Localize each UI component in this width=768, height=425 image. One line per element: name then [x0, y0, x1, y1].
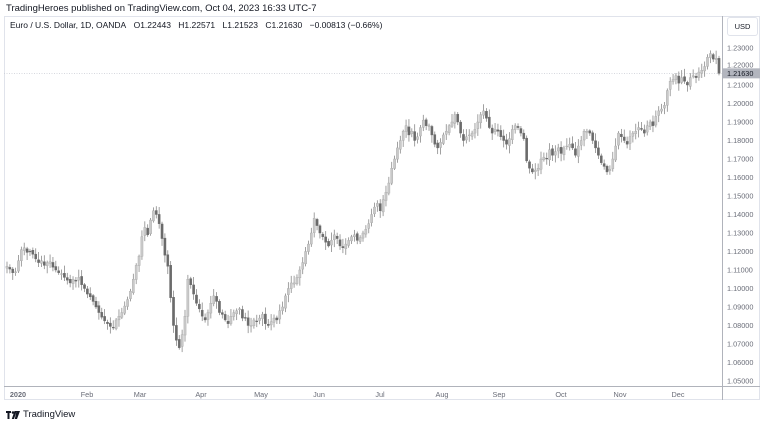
price-tick-label: 1.09000: [727, 303, 753, 312]
price-tick-label: 1.22000: [727, 61, 753, 70]
time-tick-label: Feb: [81, 390, 94, 399]
price-tick-label: 1.10000: [727, 284, 753, 293]
price-tick-label: 1.12000: [727, 247, 753, 256]
price-tick-label: 1.07000: [727, 340, 753, 349]
publish-attribution: TradingHeroes published on TradingView.c…: [6, 3, 317, 14]
time-tick-label: Dec: [672, 390, 685, 399]
tradingview-branding[interactable]: TradingView: [6, 409, 75, 420]
symbol-name: Euro / U.S. Dollar, 1D, OANDA: [10, 20, 127, 30]
price-tick-label: 1.21000: [727, 81, 753, 90]
price-tick-label: 1.14000: [727, 210, 753, 219]
time-tick-label: Jun: [313, 390, 325, 399]
time-tick-label: Nov: [614, 390, 627, 399]
time-tick-label: Jul: [375, 390, 385, 399]
time-tick-label: Mar: [134, 390, 147, 399]
price-tick-label: 1.18000: [727, 136, 753, 145]
last-price-badge: 1.21630: [723, 68, 760, 79]
price-change: −0.00813 (−0.66%): [309, 20, 383, 30]
price-tick-label: 1.06000: [727, 358, 753, 367]
price-tick-label: 1.05000: [727, 377, 753, 386]
brand-name: TradingView: [23, 409, 76, 420]
price-tick-label: 1.15000: [727, 192, 753, 201]
price-tick-label: 1.20000: [727, 99, 753, 108]
ohlc-close: C1.21630: [265, 20, 303, 30]
price-axis[interactable]: 1.23000 1.22000 1.21000 1.20000 1.19000 1.180…: [727, 44, 753, 386]
time-tick-label: May: [254, 390, 268, 399]
price-tick-label: 1.08000: [727, 321, 753, 330]
price-tick-label: 1.11000: [727, 266, 753, 275]
ohlc-high: H1.22571: [178, 20, 216, 30]
price-tick-label: 1.17000: [727, 155, 753, 164]
ohlc-low: L1.21523: [222, 20, 258, 30]
time-tick-label: Aug: [436, 390, 449, 399]
last-price-value: 1.21630: [727, 69, 753, 78]
tradingview-logo-icon: [6, 410, 20, 419]
currency-button[interactable]: USD: [727, 17, 758, 36]
time-tick-label: Oct: [555, 390, 566, 399]
price-tick-label: 1.23000: [727, 44, 753, 53]
time-tick-label: Sep: [493, 390, 506, 399]
time-tick-label: Apr: [195, 390, 207, 399]
symbol-legend: Euro / U.S. Dollar, 1D, OANDA O1.22443 H…: [10, 20, 387, 30]
candles-layer: [5, 50, 721, 353]
time-tick-label: 2020: [10, 390, 26, 399]
time-axis[interactable]: 2020 Feb Mar Apr May Jun Jul Aug Sep Oct Nov Dec: [10, 390, 685, 399]
ohlc-open: O1.22443: [133, 20, 171, 30]
price-tick-label: 1.13000: [727, 229, 753, 238]
price-tick-label: 1.19000: [727, 118, 753, 127]
price-tick-label: 1.16000: [727, 173, 753, 182]
